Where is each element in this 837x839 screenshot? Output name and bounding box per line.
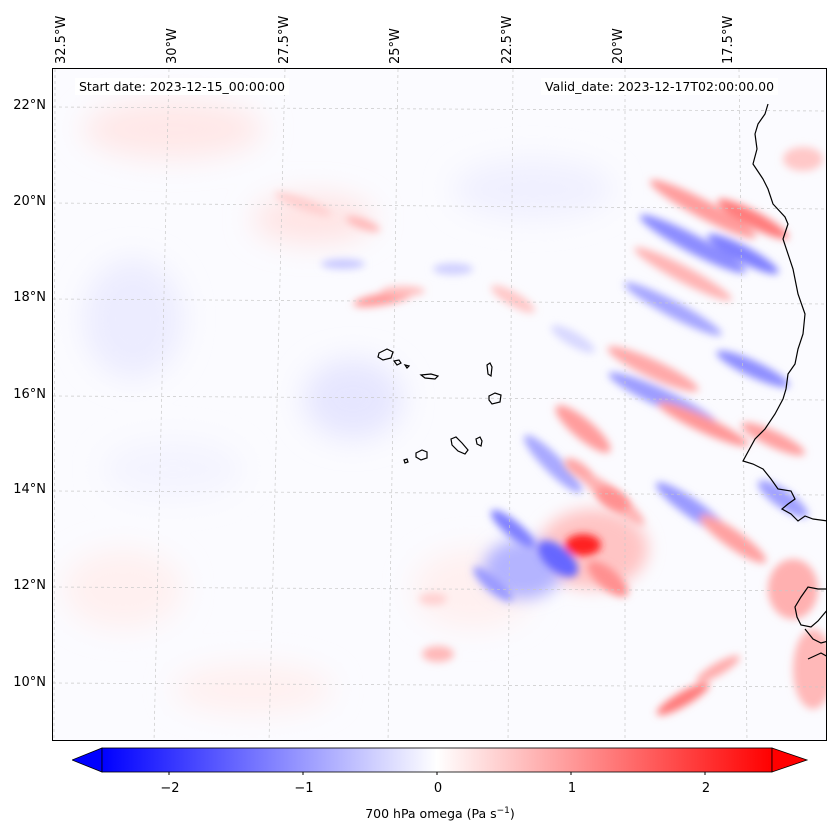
lon-label-32-5w: 32.5°W [54, 15, 69, 64]
colorbar-title: 700 hPa omega (Pa s−1) [0, 806, 837, 821]
island-santa-luzia [403, 364, 411, 369]
colorbar-title-exponent: −1 [496, 806, 510, 816]
island-sal [486, 362, 493, 378]
lon-label-30w: 30°W [165, 28, 180, 64]
south-features [419, 147, 826, 716]
start-date-label: Start date: 2023-12-15_00:00:00 [75, 78, 289, 95]
valid-date-label: Valid_date: 2023-12-17T02:00:00.00 [541, 78, 779, 95]
island-maio [475, 436, 483, 447]
colorbar-tick-label-neg2: −2 [160, 781, 180, 796]
colorbar-extend-low [72, 747, 103, 773]
storm-dipole [473, 458, 648, 601]
lat-label-18n: 18°N [13, 290, 46, 305]
island-santo-antao [377, 348, 394, 361]
lon-label-25w: 25°W [388, 28, 403, 64]
island-brava [403, 458, 409, 464]
lat-label-10n: 10°N [13, 675, 46, 690]
graticule [53, 69, 826, 740]
wave-train-north [524, 179, 809, 564]
lat-label-22n: 22°N [13, 98, 46, 113]
colorbar-gradient [101, 747, 773, 773]
lat-label-12n: 12°N [13, 578, 46, 593]
island-boa-vista [488, 392, 502, 405]
colorbar-ticks [168, 772, 706, 775]
colorbar-title-close: ) [509, 806, 515, 822]
island-fogo [415, 449, 428, 461]
lon-label-22-5w: 22.5°W [500, 15, 515, 64]
colorbar-tick-label-2: 2 [701, 781, 711, 796]
island-sao-vicente [392, 359, 402, 366]
cape-verde-islands [377, 348, 502, 464]
lat-label-14n: 14°N [13, 482, 46, 497]
mid-features [274, 192, 595, 353]
background-field [63, 99, 613, 714]
omega-field-map [53, 69, 826, 740]
colorbar [72, 747, 809, 775]
island-sao-nicolau [419, 373, 440, 380]
colorbar-tick-label-0: 0 [433, 781, 443, 796]
colorbar-tick-label-neg1: −1 [294, 781, 314, 796]
africa-coastline [742, 103, 826, 660]
island-santiago [450, 436, 469, 455]
lat-label-20n: 20°N [13, 194, 46, 209]
lat-label-16n: 16°N [13, 387, 46, 402]
colorbar-title-text: 700 hPa omega (Pa s [365, 806, 497, 822]
lon-label-17-5w: 17.5°W [721, 15, 736, 64]
colorbar-tick-label-1: 1 [567, 781, 577, 796]
map-panel[interactable] [52, 68, 827, 741]
colorbar-extend-high [771, 747, 809, 773]
lon-label-27-5w: 27.5°W [277, 15, 292, 64]
lon-label-20w: 20°W [611, 28, 626, 64]
